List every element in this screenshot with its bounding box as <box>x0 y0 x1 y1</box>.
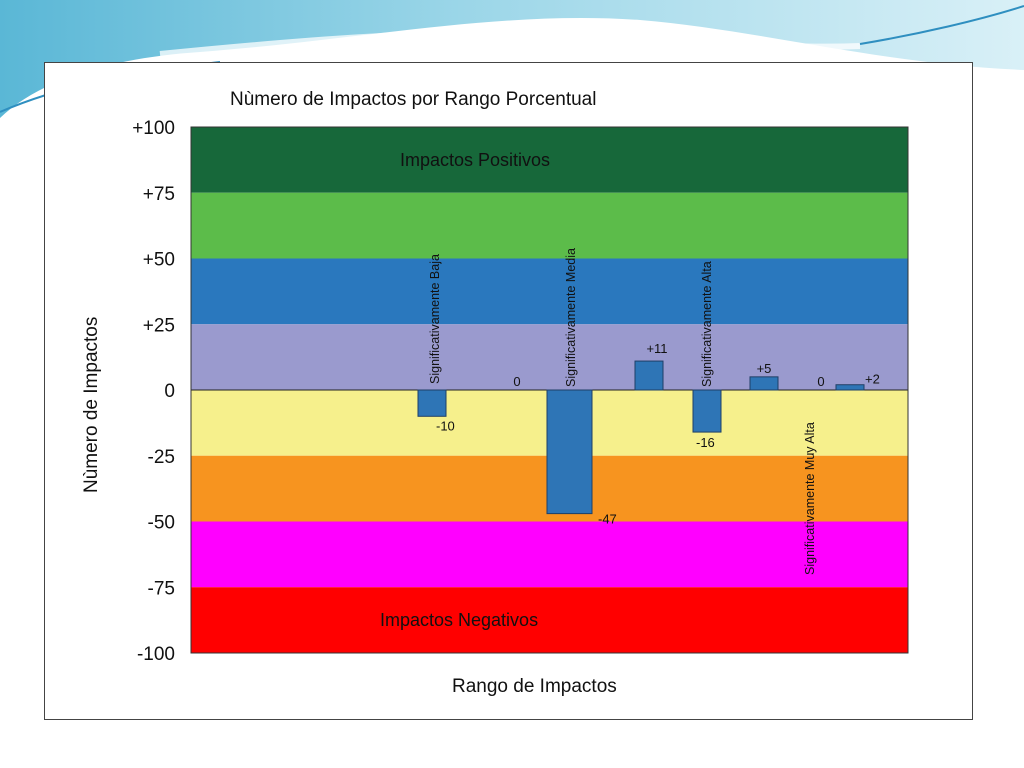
y-tick-label-5: -25 <box>148 447 175 468</box>
band-3 <box>191 324 908 390</box>
band-2 <box>191 258 908 325</box>
category-label-alta: Significativamente Alta <box>700 261 714 387</box>
header-wave-line-right <box>859 5 1024 45</box>
y-tick-label-8: -100 <box>137 644 175 665</box>
band-1 <box>191 192 908 259</box>
plot-border <box>190 126 909 654</box>
negative-band-label: Impactos Negativos <box>380 610 538 630</box>
y-tick-labels: +100 +75 +50 +25 0 -25 -50 -75 -100 <box>132 118 175 665</box>
category-label-baja: Significativamente Baja <box>428 254 442 384</box>
y-tick-label-3: +25 <box>143 315 175 336</box>
y-tick-label-2: +50 <box>143 250 175 271</box>
bar-label-1: 0 <box>513 374 520 389</box>
bar-label-2: -47 <box>598 512 617 527</box>
bar-label-5: +5 <box>757 361 772 376</box>
bar-7 <box>835 384 865 391</box>
bar-label-0: -10 <box>436 418 455 433</box>
y-tick-label-6: -50 <box>148 513 175 534</box>
y-tick-label-7: -75 <box>148 578 175 599</box>
y-axis-label: Nùmero de Impactos <box>81 317 102 493</box>
y-tick-label-1: +75 <box>143 184 175 205</box>
bar-labels-group: -10 0 -47 +11 -16 +5 0 +2 <box>436 341 880 527</box>
header-wave <box>0 0 1024 118</box>
bar-4 <box>692 389 722 433</box>
band-6 <box>191 521 908 588</box>
bar-label-6: 0 <box>817 374 824 389</box>
category-label-muy-alta: Significativamente Muy Alta <box>803 422 817 575</box>
bar-label-4: -16 <box>696 435 715 450</box>
impact-chart: Nùmero de Impactos por Rango Porcentual … <box>81 89 909 697</box>
chart-title: Nùmero de Impactos por Rango Porcentual <box>230 89 596 110</box>
band-7 <box>191 587 908 653</box>
y-tick-label-0: +100 <box>132 118 175 139</box>
bar-2 <box>546 389 593 515</box>
bar-3 <box>634 360 664 391</box>
header-wave-highlight <box>159 28 861 57</box>
positive-band-label: Impactos Positivos <box>400 150 550 170</box>
category-label-media: Significativamente Media <box>564 248 578 387</box>
chart-frame: Nùmero de Impactos por Rango Porcentual … <box>44 62 973 720</box>
y-tick-label-4: 0 <box>164 381 175 402</box>
bar-label-3: +11 <box>646 341 667 356</box>
bar-5 <box>749 376 779 391</box>
bar-label-7: +2 <box>865 372 880 387</box>
x-axis-label: Rango de Impactos <box>452 676 617 697</box>
bars-group <box>417 360 865 515</box>
bar-0 <box>417 389 447 417</box>
band-0 <box>191 127 908 193</box>
